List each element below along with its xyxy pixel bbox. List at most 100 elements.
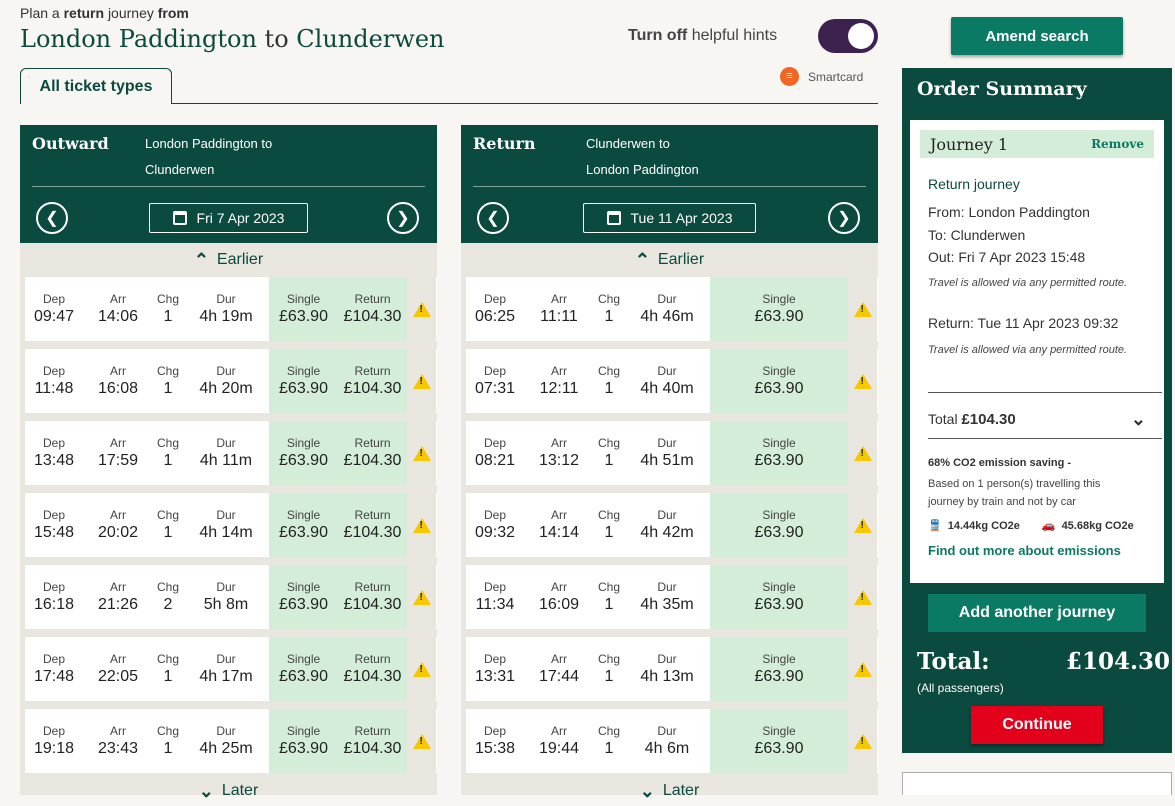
return-journey-list: Dep 06:25 Arr 11:11 Chg 1 Dur 4h 46m Single £63.9… — [461, 277, 878, 773]
return-stations-line1: Clunderwen to — [586, 136, 670, 151]
amend-search-button[interactable]: Amend search — [951, 17, 1123, 55]
departure: Dep 11:34 — [466, 565, 524, 629]
single-fare-option[interactable]: Single £63.90 — [269, 349, 338, 413]
journey-row[interactable]: Dep 16:18 Arr 21:26 Chg 2 Dur 5h 8m Single £63.90… — [25, 565, 437, 629]
warning-indicator[interactable] — [407, 493, 436, 557]
single-fare-option[interactable]: Single £63.90 — [269, 493, 338, 557]
warning-indicator[interactable] — [407, 637, 436, 701]
return-title: Return — [473, 134, 536, 153]
arrival-value: 16:08 — [97, 380, 139, 397]
journey-row[interactable]: Dep 08:21 Arr 13:12 Chg 1 Dur 4h 51m Single £63.9… — [466, 421, 878, 485]
outward-date-button[interactable]: Fri 7 Apr 2023 — [149, 203, 308, 233]
warning-indicator[interactable] — [848, 709, 877, 773]
changes-label: Chg — [597, 436, 620, 450]
journey-row[interactable]: Dep 15:38 Arr 19:44 Chg 1 Dur 4h 6m Single £63.90 — [466, 709, 878, 773]
journey-row[interactable]: Dep 09:32 Arr 14:14 Chg 1 Dur 4h 42m Single £63.9… — [466, 493, 878, 557]
departure-value: 09:47 — [33, 308, 75, 325]
single-fare-option[interactable]: Single £63.90 — [710, 493, 848, 557]
warning-indicator[interactable] — [848, 565, 877, 629]
outward-prev-day-button[interactable]: ❮ — [36, 202, 68, 234]
single-fare-option[interactable]: Single £63.90 — [269, 709, 338, 773]
single-fare-option[interactable]: Single £63.90 — [269, 565, 338, 629]
outward-next-day-button[interactable]: ❯ — [387, 202, 419, 234]
warning-indicator[interactable] — [848, 493, 877, 557]
warning-icon — [412, 589, 431, 605]
arrival: Arr 16:09 — [524, 565, 594, 629]
single-fare-label: Single — [762, 508, 796, 522]
tab-all-ticket-types[interactable]: All ticket types — [20, 68, 172, 104]
return-later-button[interactable]: ⌄ Later — [461, 776, 878, 806]
return-fare-option[interactable]: Return £104.30 — [338, 349, 407, 413]
journey-row[interactable]: Dep 07:31 Arr 12:11 Chg 1 Dur 4h 40m Single £63.9… — [466, 349, 878, 413]
return-header: Return Clunderwen to London Paddington ❮… — [461, 125, 878, 243]
warning-indicator[interactable] — [848, 421, 877, 485]
journey-row[interactable]: Dep 09:47 Arr 14:06 Chg 1 Dur 4h 19m Single £63.9… — [25, 277, 437, 341]
departure-value: 11:48 — [34, 380, 74, 397]
changes-label: Chg — [156, 364, 179, 378]
warning-icon — [853, 517, 872, 533]
remove-journey-link[interactable]: Remove — [1091, 137, 1144, 151]
tab-divider — [20, 103, 878, 104]
emissions-info-link[interactable]: Find out more about emissions — [928, 543, 1121, 558]
single-fare-option[interactable]: Single £63.90 — [710, 349, 848, 413]
arrival: Arr 17:59 — [83, 421, 153, 485]
fare-options: Single £63.90 Return £104.30 — [269, 637, 407, 701]
journey-row[interactable]: Dep 11:34 Arr 16:09 Chg 1 Dur 4h 35m Single £63.9… — [466, 565, 878, 629]
single-fare-option[interactable]: Single £63.90 — [269, 421, 338, 485]
return-fare-option[interactable]: Return £104.30 — [338, 565, 407, 629]
return-fare-option[interactable]: Return £104.30 — [338, 421, 407, 485]
return-fare-option[interactable]: Return £104.30 — [338, 709, 407, 773]
warning-indicator[interactable] — [407, 349, 436, 413]
order-summary-title: Order Summary — [917, 78, 1087, 100]
fare-options: Single £63.90 Return £104.30 — [269, 349, 407, 413]
journey-row[interactable]: Dep 11:48 Arr 16:08 Chg 1 Dur 4h 20m Single £63.9… — [25, 349, 437, 413]
warning-indicator[interactable] — [407, 277, 436, 341]
warning-indicator[interactable] — [848, 637, 877, 701]
continue-button[interactable]: Continue — [971, 706, 1103, 744]
journey-return: Return: Tue 11 Apr 2023 09:32 — [928, 315, 1119, 331]
warning-indicator[interactable] — [407, 709, 436, 773]
journey-row[interactable]: Dep 17:48 Arr 22:05 Chg 1 Dur 4h 17m Single £63.9… — [25, 637, 437, 701]
return-earlier-button[interactable]: ⌃ Earlier — [461, 243, 878, 277]
arrival: Arr 23:43 — [83, 709, 153, 773]
warning-indicator[interactable] — [848, 349, 877, 413]
warning-indicator[interactable] — [848, 277, 877, 341]
warning-indicator[interactable] — [407, 565, 436, 629]
warning-indicator[interactable] — [407, 421, 436, 485]
departure: Dep 11:48 — [25, 349, 83, 413]
single-fare-option[interactable]: Single £63.90 — [269, 637, 338, 701]
arrival: Arr 17:44 — [524, 637, 594, 701]
duration-label: Dur — [657, 508, 677, 522]
duration-value: 4h 17m — [199, 668, 253, 685]
arrival-value: 12:11 — [539, 380, 579, 397]
helpful-hints-toggle[interactable] — [818, 19, 878, 53]
single-fare-option[interactable]: Single £63.90 — [710, 709, 848, 773]
return-fare-option[interactable]: Return £104.30 — [338, 637, 407, 701]
single-fare-option[interactable]: Single £63.90 — [710, 277, 848, 341]
journey-row[interactable]: Dep 06:25 Arr 11:11 Chg 1 Dur 4h 46m Single £63.9… — [466, 277, 878, 341]
return-next-day-button[interactable]: ❯ — [828, 202, 860, 234]
return-prev-day-button[interactable]: ❮ — [477, 202, 509, 234]
return-fare-value: £104.30 — [343, 596, 402, 613]
single-fare-option[interactable]: Single £63.90 — [710, 565, 848, 629]
single-fare-option[interactable]: Single £63.90 — [269, 277, 338, 341]
return-date-button[interactable]: Tue 11 Apr 2023 — [583, 203, 756, 233]
chevron-down-icon[interactable]: ⌄ — [1130, 409, 1146, 429]
changes: Chg 1 — [594, 277, 624, 341]
outward-earlier-button[interactable]: ⌃ Earlier — [20, 243, 437, 277]
return-fare-option[interactable]: Return £104.30 — [338, 493, 407, 557]
total-row[interactable]: Total £104.30 ⌄ — [928, 409, 1146, 430]
add-another-journey-button[interactable]: Add another journey — [928, 594, 1146, 632]
journey-row[interactable]: Dep 15:48 Arr 20:02 Chg 1 Dur 4h 14m Single £63.9… — [25, 493, 437, 557]
page-title: London Paddington to Clunderwen — [20, 25, 444, 53]
journey-row[interactable]: Dep 13:31 Arr 17:44 Chg 1 Dur 4h 13m Single £63.9… — [466, 637, 878, 701]
return-fare-option[interactable]: Return £104.30 — [338, 277, 407, 341]
single-fare-option[interactable]: Single £63.90 — [710, 637, 848, 701]
duration: Dur 4h 40m — [624, 349, 710, 413]
single-fare-option[interactable]: Single £63.90 — [710, 421, 848, 485]
journey-row[interactable]: Dep 13:48 Arr 17:59 Chg 1 Dur 4h 11m Single £63.9… — [25, 421, 437, 485]
journey-row[interactable]: Dep 19:18 Arr 23:43 Chg 1 Dur 4h 25m Single £63.9… — [25, 709, 437, 773]
smartcard-indicator: ≡ Smartcard — [780, 67, 863, 86]
outward-later-button[interactable]: ⌄ Later — [20, 776, 437, 806]
duration-value: 4h 46m — [640, 308, 694, 325]
